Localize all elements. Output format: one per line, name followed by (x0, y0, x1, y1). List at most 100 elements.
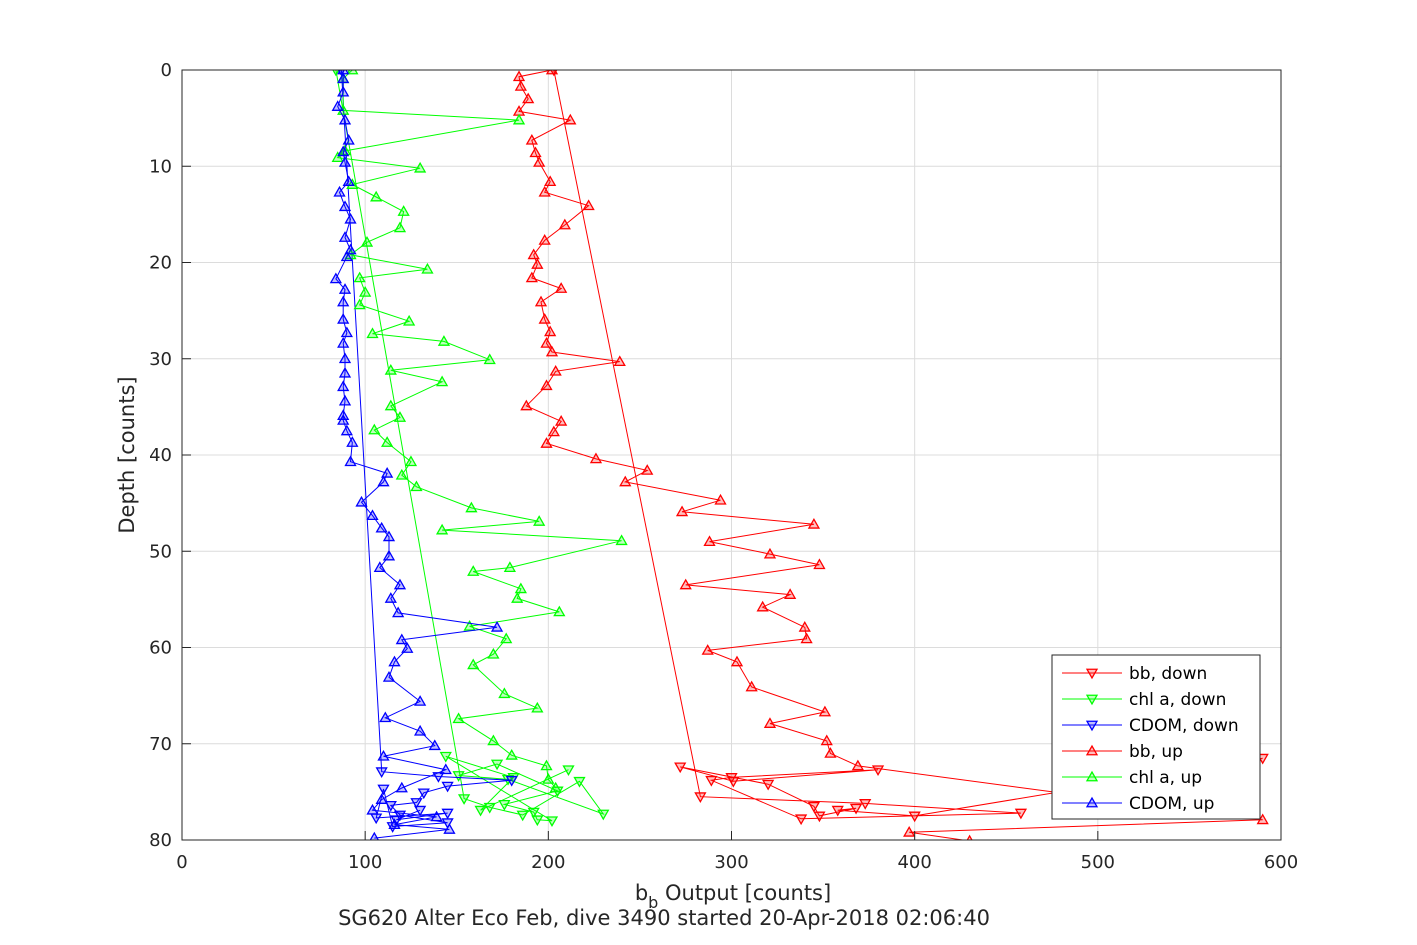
legend-label: CDOM, down (1129, 716, 1239, 736)
data-point-chl-a-up (465, 501, 478, 513)
data-point-cdom-up (337, 337, 350, 348)
data-point-chl-a-up (483, 353, 496, 365)
series-cdom-up (329, 70, 504, 840)
data-point-chl-a-up (512, 113, 526, 125)
data-point-cdom-up (340, 424, 353, 436)
data-point-bb-up (555, 282, 568, 293)
data-point-chl-a-down (457, 794, 471, 805)
data-point-bb-up (540, 379, 553, 391)
data-point-bb-up (544, 325, 557, 337)
legend-label: CDOM, up (1129, 794, 1214, 814)
legend-swatch-marker (1085, 796, 1099, 808)
x-tick-label: 300 (714, 852, 748, 873)
y-tick-label: 20 (149, 253, 172, 274)
x-axis-label-main: b (635, 881, 648, 905)
data-point-chl-a-up (384, 399, 397, 411)
series-bb-down (550, 70, 1269, 826)
data-point-chl-a-down (545, 816, 559, 828)
data-point-chl-a-down (439, 751, 452, 763)
data-point-cdom-up (369, 831, 380, 840)
data-point-cdom-up (413, 695, 427, 706)
data-point-bb-up (538, 185, 551, 197)
data-point-cdom-up (490, 620, 504, 632)
data-point-bb-up (679, 578, 692, 590)
data-point-chl-a-up (549, 781, 562, 793)
data-point-bb-up (547, 425, 560, 437)
legend-swatch-marker (1085, 770, 1099, 782)
data-point-chl-a-up (353, 298, 366, 310)
y-tick-label: 60 (149, 638, 172, 659)
data-point-cdom-down (505, 775, 518, 787)
data-point-bb-up (545, 345, 559, 357)
data-point-cdom-up (366, 803, 379, 815)
data-point-chl-a-up (452, 712, 465, 724)
data-point-bb-up (675, 505, 689, 517)
data-point-chl-a-up (503, 561, 516, 573)
data-point-bb-up (763, 547, 777, 559)
legend-swatch-marker (1085, 668, 1099, 680)
data-point-cdom-up (338, 366, 352, 378)
data-point-chl-a-down (516, 810, 529, 822)
data-point-cdom-up (340, 250, 353, 262)
data-point-bb-down (705, 775, 718, 787)
data-point-chl-a-up (467, 565, 480, 576)
legend-entry-bb-down: bb, down (1062, 664, 1207, 684)
data-point-cdom-down (384, 800, 397, 812)
data-point-chl-a-down (597, 809, 610, 821)
data-point-chl-a-up (370, 190, 383, 202)
data-point-bb-down (674, 762, 687, 774)
data-point-bb-up (966, 834, 973, 840)
data-point-chl-a-up (360, 235, 374, 247)
data-point-bb-up (756, 600, 769, 612)
y-tick-label: 40 (149, 445, 172, 466)
data-point-bb-up (589, 452, 603, 464)
data-point-chl-a-up (346, 70, 359, 75)
data-point-bb-up (763, 717, 777, 728)
data-point-cdom-up (338, 113, 352, 125)
data-point-cdom-down (417, 788, 430, 800)
data-point-chl-a-up (511, 592, 524, 603)
data-point-cdom-up (340, 326, 353, 338)
legend-label: chl a, up (1129, 768, 1202, 788)
data-point-cdom-up (346, 436, 359, 447)
data-point-chl-a-up (381, 436, 394, 447)
data-point-cdom-up (375, 793, 388, 804)
data-point-bb-up (514, 80, 527, 91)
x-tick-label: 400 (897, 852, 931, 873)
data-point-bb-up (824, 747, 837, 758)
data-point-cdom-up (333, 185, 346, 197)
data-point-bb-up (545, 70, 559, 75)
legend-swatch-marker (1085, 744, 1099, 756)
data-point-bb-up (520, 399, 533, 411)
data-point-bb-up (851, 759, 865, 771)
data-point-chl-a-down (474, 805, 487, 817)
data-point-cdom-down (441, 808, 454, 820)
y-tick-label: 50 (149, 541, 172, 562)
data-point-chl-a-up (393, 221, 407, 233)
data-point-chl-a-up (435, 523, 449, 535)
data-point-bb-up (798, 620, 811, 632)
data-point-cdom-up (388, 655, 401, 667)
data-point-bb-up (701, 644, 714, 655)
data-point-cdom-up (379, 711, 392, 723)
data-point-chl-a-up (410, 480, 423, 492)
legend-box (1051, 654, 1261, 820)
legend-swatch-marker (1085, 694, 1099, 706)
y-axis-label: Depth [counts] (115, 376, 139, 533)
data-point-chl-a-up (500, 632, 513, 644)
data-point-cdom-up (338, 352, 352, 364)
data-point-chl-a-up (463, 620, 476, 631)
data-point-chl-a-up (413, 161, 427, 173)
x-tick-label: 200 (531, 852, 565, 873)
data-point-cdom-up (337, 85, 350, 97)
series-cdom-down (337, 70, 518, 833)
y-tick-label: 70 (149, 734, 172, 755)
data-point-bb-up (538, 312, 551, 324)
data-point-chl-a-up (331, 151, 344, 162)
data-point-cdom-down (377, 784, 390, 796)
data-point-chl-a-up (359, 286, 372, 297)
data-point-cdom-up (430, 810, 443, 822)
data-point-cdom-up (382, 671, 396, 682)
series-line-bb-down (553, 70, 1263, 820)
